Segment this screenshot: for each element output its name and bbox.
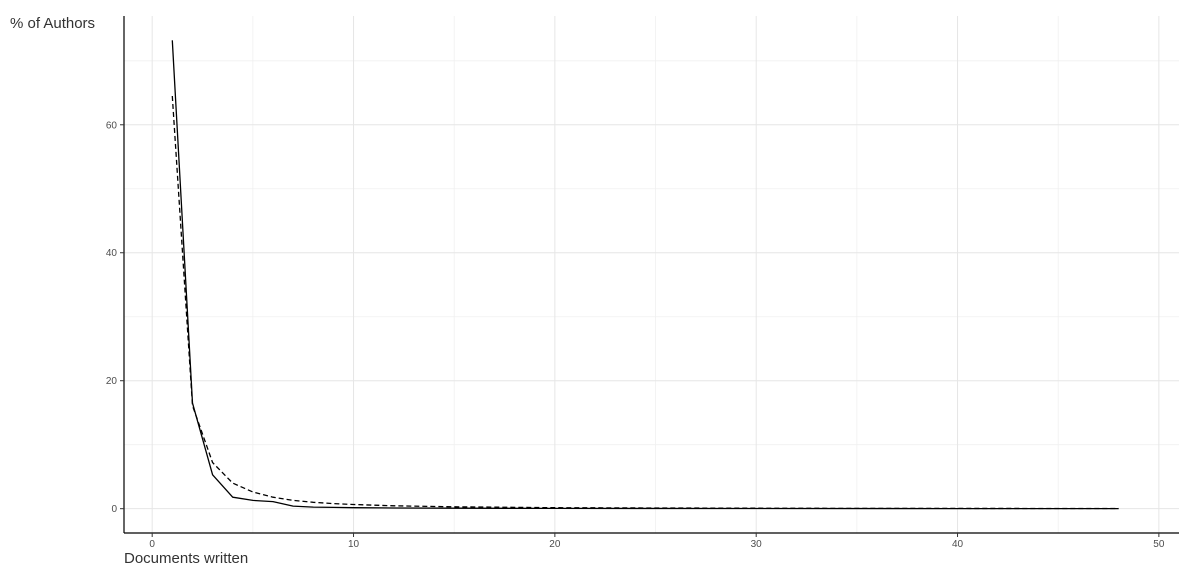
x-tick-label: 40 — [952, 539, 964, 550]
x-tick-label: 10 — [348, 539, 360, 550]
solid-series-line — [171, 40, 1119, 510]
y-tick-label: 0 — [111, 504, 117, 515]
x-axis-title: Documents written — [124, 550, 248, 566]
y-axis-title: % of Authors — [10, 15, 95, 32]
x-tick-label: 0 — [149, 539, 155, 550]
x-tick-label: 20 — [549, 539, 561, 550]
axes: 0 10 20 30 40 50 0 20 40 60 — [106, 16, 1179, 550]
x-tick-label: 50 — [1153, 539, 1165, 550]
grid — [124, 16, 1179, 533]
y-tick-label: 20 — [106, 376, 118, 387]
series-group — [171, 40, 1119, 510]
y-tick-label: 40 — [106, 248, 118, 259]
x-tick-label: 30 — [751, 539, 763, 550]
y-tick-label: 60 — [106, 120, 118, 131]
dashed-series-line — [171, 95, 1119, 510]
